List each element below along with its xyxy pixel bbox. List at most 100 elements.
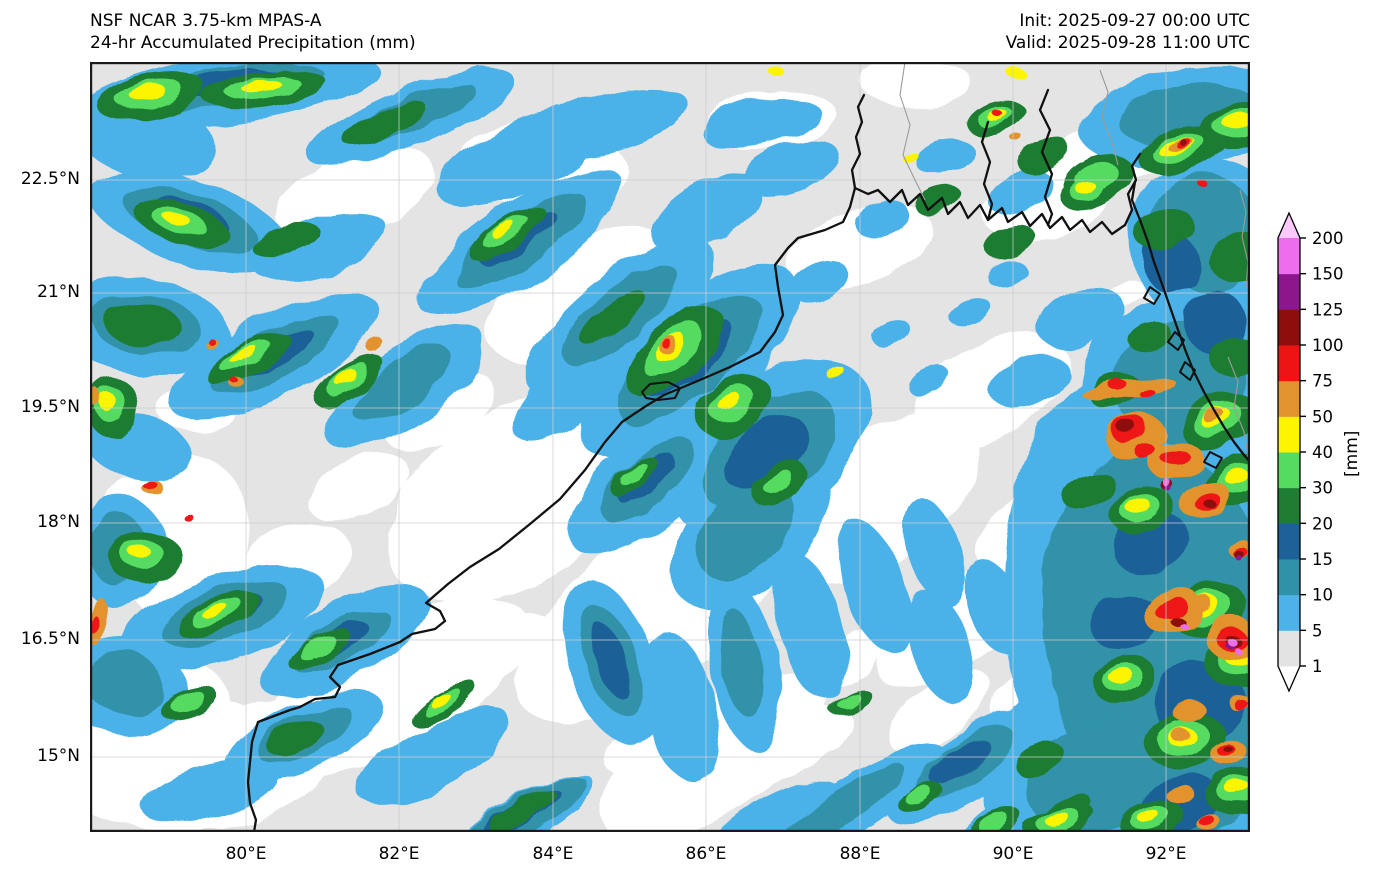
layer-rain-150-200	[1164, 480, 1241, 654]
precip-blob	[1042, 809, 1066, 823]
precip-blob	[929, 740, 991, 784]
precip-blob	[1233, 698, 1247, 710]
island-outline	[1167, 331, 1185, 351]
colorbar-tick-label: 75	[1312, 372, 1333, 391]
precip-blob	[1164, 782, 1192, 802]
colorbar-segment	[1278, 273, 1300, 310]
precip-blob	[366, 338, 384, 352]
precip-blob	[305, 454, 411, 520]
colorbar-tick-label: 10	[1312, 586, 1333, 605]
colorbar-tick-label: 125	[1312, 300, 1344, 319]
precip-blob	[1140, 389, 1156, 399]
colorbar-segment	[1278, 380, 1300, 417]
precip-blob	[1224, 467, 1248, 485]
y-tick-label: 16.5°N	[20, 628, 80, 649]
precip-blob	[200, 603, 228, 617]
precip-blob	[839, 521, 911, 653]
precip-blob	[826, 365, 844, 379]
map-frame	[89, 61, 1251, 833]
precip-blob	[621, 463, 649, 487]
precip-blob	[532, 86, 688, 158]
precip-blob	[180, 510, 190, 518]
precip-blob	[905, 785, 931, 805]
precip-blob	[701, 95, 819, 149]
precip-blob	[1008, 69, 1026, 79]
colorbar-tick-label: 150	[1312, 265, 1344, 284]
precip-blob	[166, 688, 202, 708]
precip-blob	[1179, 139, 1187, 145]
colorbar-segment	[1278, 345, 1300, 382]
precip-blob	[863, 62, 973, 109]
precip-blob	[1135, 210, 1195, 250]
colorbar-segment	[1278, 594, 1300, 631]
precip-blob	[267, 721, 323, 755]
political-border-line	[899, 62, 926, 201]
colorbar-segment	[1278, 416, 1300, 453]
coastline	[980, 120, 994, 222]
x-tick-label: 92°E	[1145, 844, 1187, 864]
x-tick-label: 90°E	[992, 844, 1034, 864]
precip-blob	[780, 409, 980, 585]
precip-blob	[902, 152, 918, 162]
precip-blob	[991, 353, 1069, 411]
precip-blob	[142, 761, 278, 823]
precip-blob	[1204, 500, 1216, 508]
precip-blob	[1128, 322, 1172, 352]
precip-blob	[1233, 552, 1239, 558]
precip-blob	[1174, 701, 1206, 723]
precip-blob	[343, 101, 427, 147]
political-border-line	[1239, 189, 1249, 288]
precip-blob	[385, 372, 495, 452]
colorbar-segment	[1278, 523, 1300, 560]
precip-blob	[206, 337, 214, 343]
colorbar-units-label: [mm]	[1342, 430, 1362, 477]
precip-blob	[1184, 287, 1246, 357]
precip-blob	[1082, 379, 1178, 401]
precip-blob	[720, 609, 764, 719]
precip-blob	[511, 342, 629, 442]
precip-blob	[130, 85, 166, 101]
precip-blob	[774, 553, 846, 701]
precip-blob	[488, 790, 556, 830]
precip-blob	[791, 261, 849, 303]
precip-blob	[1223, 746, 1233, 752]
precip-blob	[1198, 814, 1214, 826]
colorbar-segment	[1278, 309, 1300, 346]
precip-blob	[1220, 110, 1248, 126]
colorbar-segment	[1278, 630, 1300, 667]
colorbar-segment	[1278, 452, 1300, 489]
precip-blob	[102, 301, 182, 347]
precip-blob	[978, 812, 1008, 832]
precip-blob	[1136, 444, 1156, 460]
precip-blob	[468, 613, 552, 671]
precip-blob	[130, 544, 150, 560]
precip-blob	[1199, 182, 1209, 188]
precip-blob	[90, 653, 163, 715]
precip-blob	[764, 708, 852, 776]
coastline	[1130, 180, 1250, 464]
precip-blob	[579, 290, 645, 344]
precip-blob	[1119, 421, 1137, 435]
precip-blob	[1090, 593, 1160, 651]
precip-blob	[351, 347, 453, 421]
colorbar-tick-label: 15	[1312, 550, 1333, 569]
precip-blob	[229, 345, 257, 363]
coastline	[850, 93, 866, 190]
precip-blob	[915, 138, 975, 176]
island-outline	[1179, 361, 1196, 381]
precip-blob	[703, 779, 837, 832]
precip-blob	[909, 366, 951, 398]
map-area	[89, 61, 1251, 833]
precip-blob	[720, 394, 742, 412]
colorbar-segment	[1278, 487, 1300, 524]
precip-blob	[1109, 668, 1133, 684]
coastlines	[246, 88, 1250, 832]
product-title: 24-hr Accumulated Precipitation (mm)	[90, 33, 416, 53]
precip-blob	[904, 499, 966, 605]
x-tick-label: 80°E	[225, 844, 267, 864]
colorbar-tick-label: 100	[1312, 336, 1344, 355]
precip-blob	[1014, 742, 1066, 778]
valid-time-label: Valid: 2025-09-28 11:00 UTC	[1005, 33, 1250, 53]
political-border-line	[1099, 69, 1119, 166]
